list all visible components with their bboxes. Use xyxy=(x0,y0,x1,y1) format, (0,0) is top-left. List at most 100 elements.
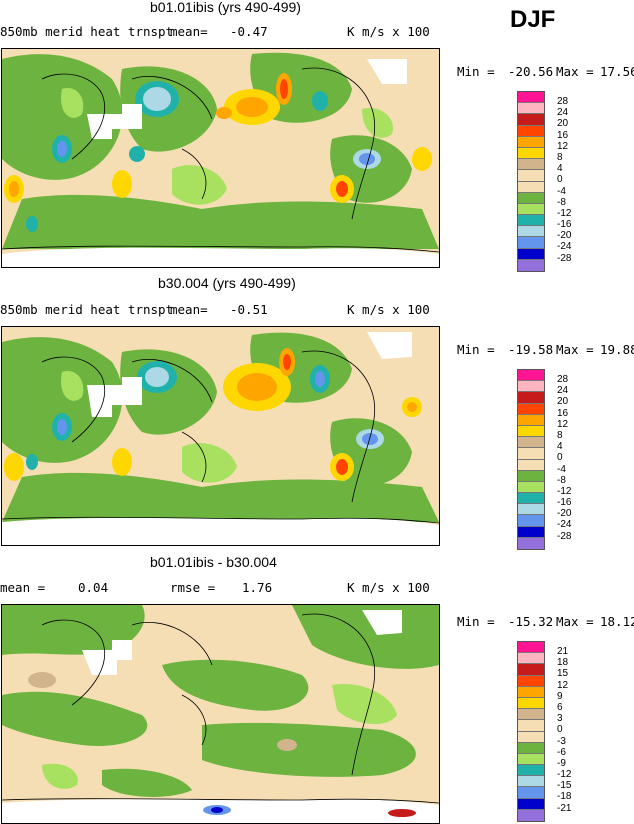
panel-1-max-label: Max = xyxy=(556,64,594,79)
colorbar-swatch xyxy=(518,203,544,216)
colorbar-label: 12 xyxy=(557,418,569,430)
colorbar-label: 12 xyxy=(557,140,569,152)
colorbar-label: -20 xyxy=(557,508,572,520)
colorbar-label: 20 xyxy=(557,118,569,130)
colorbar-label: -24 xyxy=(557,241,572,253)
colorbar-swatch xyxy=(518,664,544,676)
panel-3-colorbar xyxy=(517,641,545,822)
colorbar-label: 24 xyxy=(557,385,569,397)
colorbar-swatch xyxy=(518,147,544,160)
colorbar-label: -21 xyxy=(557,802,572,814)
colorbar-label: 4 xyxy=(557,163,563,175)
colorbar-label: -15 xyxy=(557,780,572,792)
colorbar-swatch xyxy=(518,192,544,204)
colorbar-label: 0 xyxy=(557,452,563,464)
panel-1-map xyxy=(1,48,440,268)
colorbar-swatch xyxy=(518,392,544,404)
colorbar-swatch xyxy=(518,114,544,126)
panel-3-map xyxy=(1,604,440,824)
colorbar-swatch xyxy=(518,125,544,137)
colorbar-label: 4 xyxy=(557,441,563,453)
colorbar-label: 8 xyxy=(557,429,563,441)
panel-2-colorbar xyxy=(517,369,545,550)
colorbar-swatch xyxy=(518,403,544,415)
season-label: DJF xyxy=(510,6,556,33)
panel-2-variable: 850mb merid heat trnspt xyxy=(0,302,174,317)
colorbar-label: -8 xyxy=(557,196,566,208)
colorbar-swatch xyxy=(518,686,544,698)
colorbar-swatch xyxy=(518,753,544,766)
colorbar-label: -4 xyxy=(557,185,566,197)
panel-3-units: K m/s x 100 xyxy=(347,580,430,595)
colorbar-label: 16 xyxy=(557,407,569,419)
colorbar-label: -12 xyxy=(557,485,572,497)
panel-3-rmse-label: rmse = xyxy=(170,580,216,595)
panel-2-units: K m/s x 100 xyxy=(347,302,430,317)
colorbar-label: -12 xyxy=(557,207,572,219)
colorbar-label: -16 xyxy=(557,219,572,231)
panel-3-min-label: Min = xyxy=(457,614,495,629)
colorbar-label: -8 xyxy=(557,474,566,486)
panel-2-max-label: Max = xyxy=(556,342,594,357)
colorbar-swatch xyxy=(518,437,544,449)
colorbar-swatch xyxy=(518,414,544,426)
colorbar-swatch xyxy=(518,215,544,227)
colorbar-swatch xyxy=(518,493,544,505)
colorbar-swatch xyxy=(518,248,544,260)
panel-2-map xyxy=(1,326,440,546)
panel-3-max-value: 18.12 xyxy=(600,614,634,629)
panel-1-colorbar xyxy=(517,91,545,272)
colorbar-label: 9 xyxy=(557,690,563,702)
colorbar-swatch xyxy=(518,675,544,687)
colorbar-label: 0 xyxy=(557,174,563,186)
colorbar-swatch xyxy=(518,448,544,460)
colorbar-swatch xyxy=(518,259,544,271)
panel-3-title: b01.01ibis - b30.004 xyxy=(150,554,277,570)
panel-1-min-value: -20.56 xyxy=(508,64,554,79)
colorbar-label: 21 xyxy=(557,646,569,657)
colorbar-swatch xyxy=(518,798,544,810)
panel-1-mean-value: -0.47 xyxy=(230,24,268,39)
colorbar-label: 0 xyxy=(557,724,563,736)
colorbar-swatch xyxy=(518,470,544,482)
panel-1-max-value: 17.56 xyxy=(600,64,634,79)
colorbar-swatch xyxy=(518,425,544,438)
panel-1-mean-label: mean= xyxy=(170,24,208,39)
colorbar-swatch xyxy=(518,653,544,665)
panel-2-max-value: 19.88 xyxy=(600,342,634,357)
colorbar-swatch xyxy=(518,776,544,788)
panel-1-min-label: Min = xyxy=(457,64,495,79)
colorbar-label: 16 xyxy=(557,129,569,141)
colorbar-swatch xyxy=(518,92,544,104)
colorbar-swatch xyxy=(518,709,544,721)
colorbar-label: 18 xyxy=(557,657,569,669)
panel-2-title: b30.004 (yrs 490-499) xyxy=(158,275,296,291)
colorbar-label: -16 xyxy=(557,497,572,509)
panel-2-mean-label: mean= xyxy=(170,302,208,317)
colorbar-swatch xyxy=(518,459,544,471)
panel-3-colorbar-labels: 21 18 15 12 9 6 3 0 -3 -6 -9 -12 -15 -18… xyxy=(557,646,571,814)
panel-2-min-value: -19.58 xyxy=(508,342,554,357)
colorbar-label: -4 xyxy=(557,463,566,475)
panel-3-min-value: -15.32 xyxy=(508,614,554,629)
colorbar-swatch xyxy=(518,170,544,182)
colorbar-swatch xyxy=(518,720,544,732)
panel-3-mean-label: mean = xyxy=(0,580,46,595)
panel-1-variable: 850mb merid heat trnspt xyxy=(0,24,174,39)
panel-3-mean-value: 0.04 xyxy=(78,580,109,595)
colorbar-swatch xyxy=(518,742,544,754)
colorbar-swatch xyxy=(518,226,544,238)
colorbar-label: 3 xyxy=(557,713,563,725)
colorbar-label: 12 xyxy=(557,679,569,691)
colorbar-label: -28 xyxy=(557,530,572,542)
panel-2-min-label: Min = xyxy=(457,342,495,357)
colorbar-swatch xyxy=(518,731,544,743)
colorbar-swatch xyxy=(518,642,544,654)
panel-3-rmse-value: 1.76 xyxy=(242,580,273,595)
colorbar-swatch xyxy=(518,787,544,799)
colorbar-swatch xyxy=(518,381,544,393)
colorbar-label: -3 xyxy=(557,735,566,747)
colorbar-swatch xyxy=(518,136,544,148)
colorbar-swatch xyxy=(518,515,544,527)
colorbar-swatch xyxy=(518,809,544,821)
